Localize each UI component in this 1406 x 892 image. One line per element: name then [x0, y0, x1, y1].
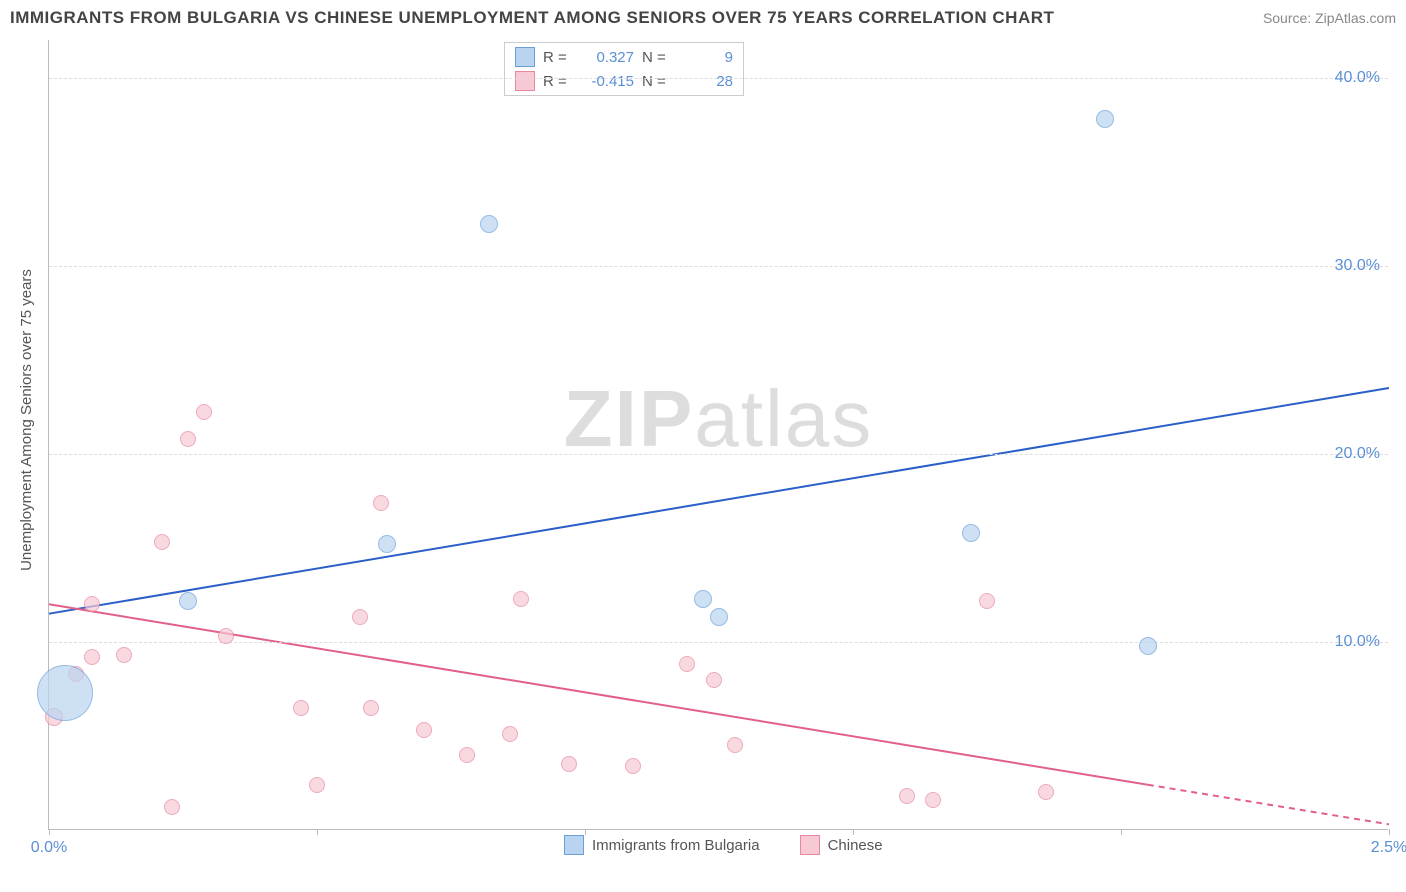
source-label: Source: ZipAtlas.com	[1263, 10, 1396, 26]
trend-lines	[49, 40, 1388, 829]
legend-series: Immigrants from Bulgaria Chinese	[564, 835, 883, 855]
grid-line	[49, 642, 1388, 643]
data-point-chinese	[84, 596, 100, 612]
r-label: R =	[543, 73, 571, 90]
data-point-chinese	[352, 609, 368, 625]
data-point-chinese	[373, 495, 389, 511]
data-point-chinese	[218, 628, 234, 644]
swatch-bulgaria	[515, 47, 535, 67]
plot-area: ZIPatlas R = 0.327 N = 9 R = -0.415 N = …	[48, 40, 1388, 830]
y-tick-label: 40.0%	[1335, 69, 1380, 87]
n-label: N =	[642, 49, 670, 66]
n-value-chinese: 28	[678, 73, 733, 90]
data-point-chinese	[1038, 784, 1054, 800]
legend-stats-row-chinese: R = -0.415 N = 28	[505, 69, 743, 93]
x-tick	[1121, 829, 1122, 835]
data-point-chinese	[293, 700, 309, 716]
x-tick	[1389, 829, 1390, 835]
grid-line	[49, 78, 1388, 79]
data-point-chinese	[727, 737, 743, 753]
legend-item-chinese: Chinese	[800, 835, 883, 855]
legend-item-bulgaria: Immigrants from Bulgaria	[564, 835, 760, 855]
data-point-bulgaria	[378, 535, 396, 553]
legend-stats: R = 0.327 N = 9 R = -0.415 N = 28	[504, 42, 744, 96]
data-point-bulgaria	[179, 592, 197, 610]
swatch-bulgaria	[564, 835, 584, 855]
r-label: R =	[543, 49, 571, 66]
data-point-bulgaria	[694, 590, 712, 608]
data-point-chinese	[309, 777, 325, 793]
data-point-bulgaria	[710, 608, 728, 626]
x-tick-label: 0.0%	[31, 839, 67, 857]
data-point-chinese	[180, 431, 196, 447]
header-row: IMMIGRANTS FROM BULGARIA VS CHINESE UNEM…	[10, 8, 1396, 28]
data-point-bulgaria	[480, 215, 498, 233]
n-label: N =	[642, 73, 670, 90]
x-tick	[317, 829, 318, 835]
chart-title: IMMIGRANTS FROM BULGARIA VS CHINESE UNEM…	[10, 8, 1054, 28]
y-tick-label: 20.0%	[1335, 445, 1380, 463]
data-point-chinese	[513, 591, 529, 607]
data-point-chinese	[979, 593, 995, 609]
data-point-chinese	[164, 799, 180, 815]
data-point-chinese	[679, 656, 695, 672]
data-point-bulgaria	[1096, 110, 1114, 128]
n-value-bulgaria: 9	[678, 49, 733, 66]
data-point-chinese	[706, 672, 722, 688]
legend-label-bulgaria: Immigrants from Bulgaria	[592, 837, 760, 854]
x-tick	[853, 829, 854, 835]
data-point-chinese	[416, 722, 432, 738]
grid-line	[49, 454, 1388, 455]
data-point-chinese	[84, 649, 100, 665]
data-point-chinese	[459, 747, 475, 763]
y-tick-label: 30.0%	[1335, 257, 1380, 275]
data-point-bulgaria	[1139, 637, 1157, 655]
data-point-chinese	[116, 647, 132, 663]
data-point-chinese	[154, 534, 170, 550]
legend-stats-row-bulgaria: R = 0.327 N = 9	[505, 45, 743, 69]
legend-label-chinese: Chinese	[828, 837, 883, 854]
data-point-bulgaria	[962, 524, 980, 542]
data-point-chinese	[625, 758, 641, 774]
data-point-chinese	[899, 788, 915, 804]
x-tick-label: 2.5%	[1371, 839, 1406, 857]
data-point-bulgaria	[37, 665, 93, 721]
swatch-chinese	[800, 835, 820, 855]
x-tick	[585, 829, 586, 835]
y-tick-label: 10.0%	[1335, 633, 1380, 651]
data-point-chinese	[196, 404, 212, 420]
r-value-bulgaria: 0.327	[579, 49, 634, 66]
r-value-chinese: -0.415	[579, 73, 634, 90]
x-tick	[49, 829, 50, 835]
swatch-chinese	[515, 71, 535, 91]
y-axis-title: Unemployment Among Seniors over 75 years	[18, 269, 35, 571]
data-point-chinese	[363, 700, 379, 716]
data-point-chinese	[561, 756, 577, 772]
grid-line	[49, 266, 1388, 267]
data-point-chinese	[502, 726, 518, 742]
data-point-chinese	[925, 792, 941, 808]
